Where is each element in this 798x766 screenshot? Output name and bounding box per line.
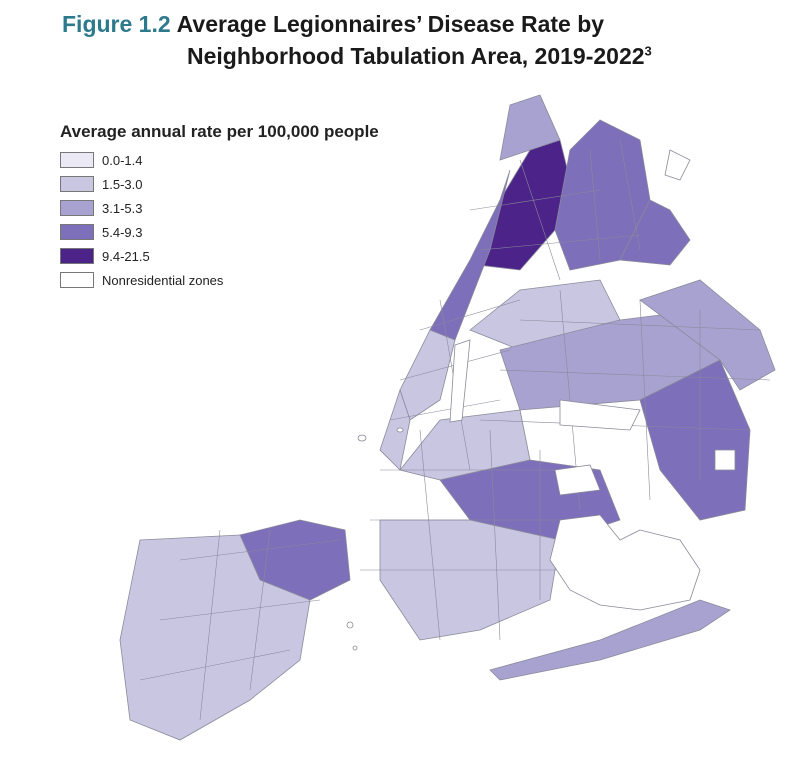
legend-item: 9.4-21.5 xyxy=(60,244,460,268)
region-bronx-west xyxy=(477,139,571,271)
legend-item: 3.1-5.3 xyxy=(60,196,460,220)
nonresidential-zones xyxy=(449,149,736,611)
legend-items: 0.0-1.4 1.5-3.0 3.1-5.3 5.4-9.3 9.4-21.5 Nonr… xyxy=(60,148,460,292)
tabulation-boundaries xyxy=(139,139,771,721)
legend-title: Average annual rate per 100,000 people xyxy=(60,122,379,141)
figure-label: Figure 1.2 xyxy=(62,11,171,37)
legend-item: 1.5-3.0 xyxy=(60,172,460,196)
legend-swatch xyxy=(60,176,94,192)
legend-item: 5.4-9.3 xyxy=(60,220,460,244)
legend-item: 0.0-1.4 xyxy=(60,148,460,172)
legend-swatch xyxy=(60,248,94,264)
map-regions xyxy=(119,94,776,741)
legend-swatch xyxy=(60,152,94,168)
region-queens-north xyxy=(469,279,621,351)
region-bronx-east xyxy=(619,199,691,266)
region-midtown-manhattan xyxy=(399,329,456,421)
legend-label: 3.1-5.3 xyxy=(102,200,143,216)
legend-item: Nonresidential zones xyxy=(60,268,460,292)
legend-swatch xyxy=(60,272,94,288)
footnote-ref: 3 xyxy=(644,43,652,59)
region-brooklyn-north xyxy=(399,409,531,481)
legend-label: 9.4-21.5 xyxy=(102,248,150,264)
figure-title: Figure 1.2 Average Legionnaires’ Disease … xyxy=(62,8,792,72)
figure-title-line2: Neighborhood Tabulation Area, 2019-20223 xyxy=(187,40,792,72)
small-islands xyxy=(346,427,404,651)
legend-swatch xyxy=(60,200,94,216)
legend: Average annual rate per 100,000 people 0… xyxy=(60,122,460,292)
legend-label: 0.0-1.4 xyxy=(102,152,143,168)
region-queens-southeast xyxy=(639,359,751,521)
figure-title-line1: Figure 1.2 Average Legionnaires’ Disease … xyxy=(62,8,792,40)
legend-label: 1.5-3.0 xyxy=(102,176,143,192)
legend-label: 5.4-9.3 xyxy=(102,224,143,240)
region-bronx-central xyxy=(554,119,651,271)
region-bronx-north xyxy=(499,94,561,161)
region-lower-manhattan xyxy=(379,388,411,471)
region-rockaway xyxy=(489,599,731,681)
region-brooklyn-south xyxy=(379,519,561,641)
figure-title-text1: Average Legionnaires’ Disease Rate by xyxy=(176,11,605,37)
legend-swatch xyxy=(60,224,94,240)
legend-label: Nonresidential zones xyxy=(102,272,224,288)
figure-title-text2: Neighborhood Tabulation Area, 2019-2022 xyxy=(187,43,645,69)
region-staten-island-south xyxy=(119,534,311,741)
